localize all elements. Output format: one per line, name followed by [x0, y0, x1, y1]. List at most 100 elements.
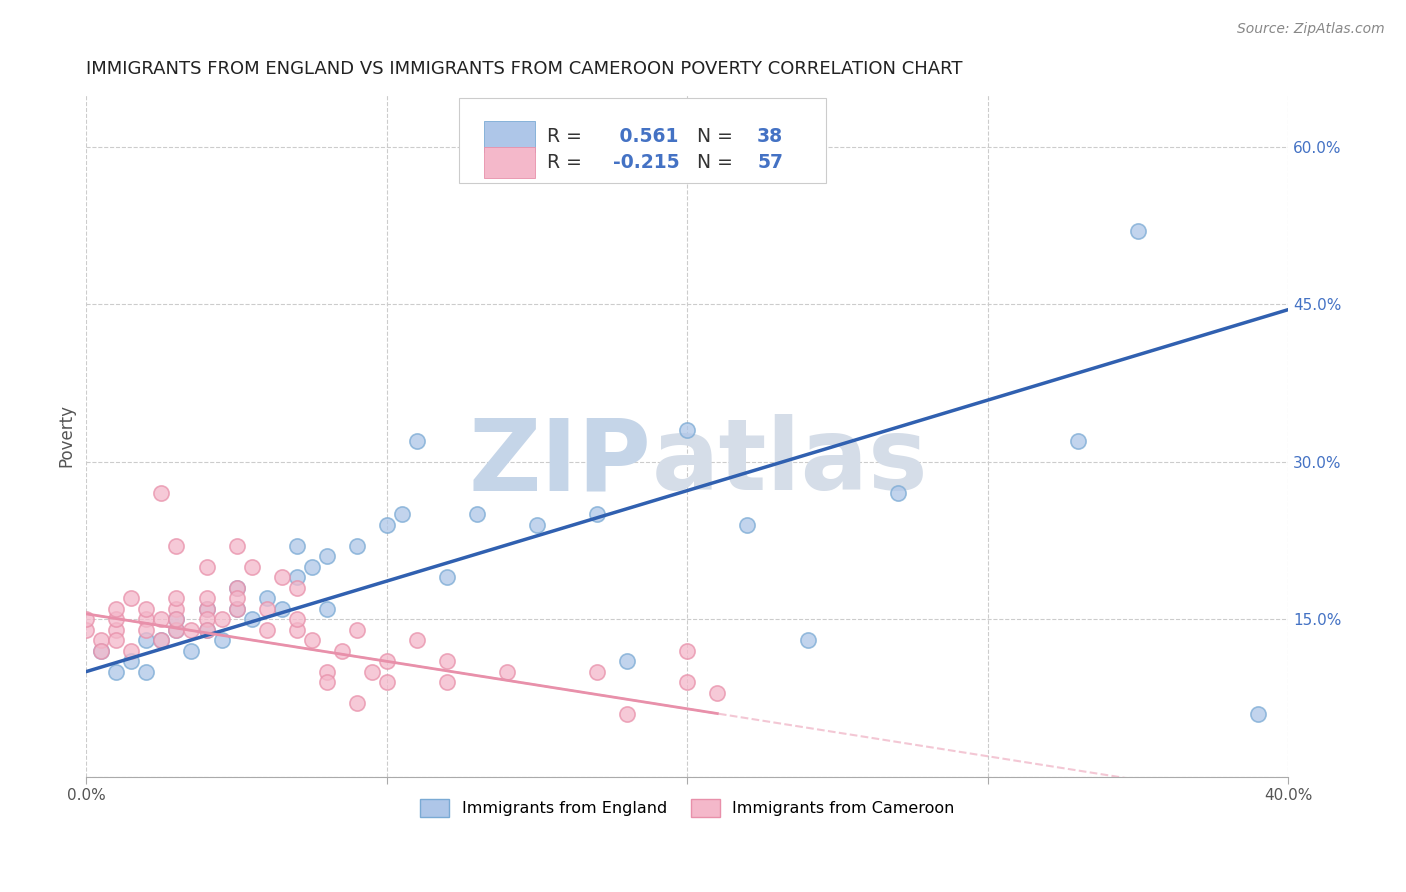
Point — [301, 633, 323, 648]
Point — [737, 517, 759, 532]
Point — [706, 685, 728, 699]
Point — [165, 623, 187, 637]
Point — [150, 633, 173, 648]
Point — [796, 633, 818, 648]
Point — [330, 643, 353, 657]
Point — [315, 665, 337, 679]
Text: atlas: atlas — [651, 414, 928, 511]
Point — [256, 623, 278, 637]
Point — [315, 675, 337, 690]
Point — [405, 633, 427, 648]
FancyBboxPatch shape — [458, 98, 825, 183]
Point — [285, 612, 308, 626]
Text: 57: 57 — [756, 153, 783, 172]
Point — [360, 665, 382, 679]
Point — [90, 643, 112, 657]
Point — [375, 517, 398, 532]
Point — [195, 591, 218, 606]
Point — [195, 601, 218, 615]
Point — [105, 623, 128, 637]
Text: IMMIGRANTS FROM ENGLAND VS IMMIGRANTS FROM CAMEROON POVERTY CORRELATION CHART: IMMIGRANTS FROM ENGLAND VS IMMIGRANTS FR… — [86, 60, 963, 78]
Text: Source: ZipAtlas.com: Source: ZipAtlas.com — [1237, 22, 1385, 37]
Point — [315, 601, 337, 615]
Point — [135, 601, 157, 615]
FancyBboxPatch shape — [484, 120, 534, 153]
Point — [436, 675, 458, 690]
Point — [676, 675, 699, 690]
Point — [195, 623, 218, 637]
Point — [120, 591, 142, 606]
Point — [285, 623, 308, 637]
Text: 38: 38 — [756, 127, 783, 146]
FancyBboxPatch shape — [484, 147, 534, 178]
Text: 0.561: 0.561 — [613, 127, 678, 146]
Text: R =: R = — [547, 153, 588, 172]
Point — [346, 623, 368, 637]
Point — [1067, 434, 1090, 448]
Point — [180, 643, 202, 657]
Point — [346, 696, 368, 710]
Point — [211, 612, 233, 626]
Point — [105, 665, 128, 679]
Point — [676, 643, 699, 657]
Point — [195, 623, 218, 637]
Y-axis label: Poverty: Poverty — [58, 404, 75, 467]
Text: N =: N = — [685, 153, 738, 172]
Point — [225, 601, 247, 615]
Point — [375, 675, 398, 690]
Point — [301, 559, 323, 574]
Point — [150, 633, 173, 648]
Point — [526, 517, 548, 532]
Point — [150, 612, 173, 626]
Point — [165, 612, 187, 626]
Point — [120, 643, 142, 657]
Point — [586, 507, 609, 521]
Point — [180, 623, 202, 637]
Point — [135, 623, 157, 637]
Text: R =: R = — [547, 127, 588, 146]
Point — [256, 591, 278, 606]
Point — [496, 665, 519, 679]
Point — [150, 486, 173, 500]
Point — [165, 601, 187, 615]
Point — [225, 591, 247, 606]
Point — [225, 581, 247, 595]
Point — [195, 612, 218, 626]
Text: ZIP: ZIP — [468, 414, 651, 511]
Point — [285, 581, 308, 595]
Point — [225, 581, 247, 595]
Point — [586, 665, 609, 679]
Text: -0.215: -0.215 — [613, 153, 679, 172]
Point — [195, 559, 218, 574]
Point — [285, 570, 308, 584]
Point — [105, 601, 128, 615]
Point — [616, 706, 638, 721]
Point — [676, 423, 699, 437]
Point — [75, 612, 97, 626]
Point — [225, 601, 247, 615]
Point — [375, 654, 398, 668]
Point — [436, 570, 458, 584]
Legend: Immigrants from England, Immigrants from Cameroon: Immigrants from England, Immigrants from… — [413, 793, 962, 823]
Point — [195, 601, 218, 615]
Point — [436, 654, 458, 668]
Point — [105, 612, 128, 626]
Point — [165, 591, 187, 606]
Point — [391, 507, 413, 521]
Point — [135, 665, 157, 679]
Point — [211, 633, 233, 648]
Point — [90, 643, 112, 657]
Point — [75, 623, 97, 637]
Point — [270, 570, 292, 584]
Point — [90, 633, 112, 648]
Point — [135, 612, 157, 626]
Point — [465, 507, 488, 521]
Point — [105, 633, 128, 648]
Point — [346, 539, 368, 553]
Point — [270, 601, 292, 615]
Point — [225, 539, 247, 553]
Point — [315, 549, 337, 563]
Point — [616, 654, 638, 668]
Point — [165, 612, 187, 626]
Point — [285, 539, 308, 553]
